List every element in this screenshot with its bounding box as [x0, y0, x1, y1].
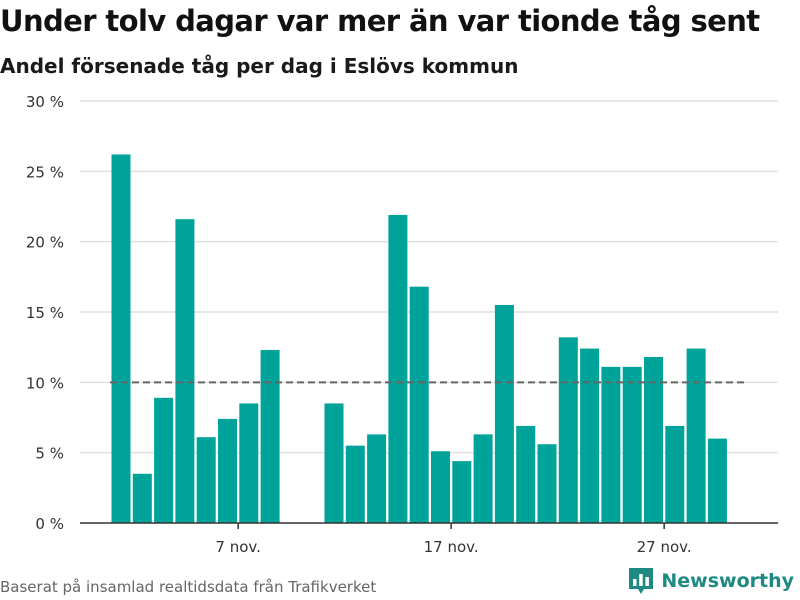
y-axis-tick-labels: 0 % 5 % 10 % 15 % 20 % 25 % 30 %: [26, 93, 64, 533]
bar: [367, 434, 387, 523]
gridlines: [80, 100, 778, 454]
bar: [388, 214, 408, 523]
bar: [516, 425, 536, 523]
y-tick-label: 30 %: [26, 93, 64, 111]
x-axis-tick-labels: 7 nov. 17 nov. 27 nov.: [215, 538, 691, 556]
bar: [644, 357, 663, 523]
bar: [260, 349, 280, 523]
bar: [345, 445, 365, 523]
bar: [175, 219, 195, 523]
bar: [473, 434, 493, 523]
bar: [239, 403, 259, 523]
bars: [111, 154, 727, 523]
chart-title: Under tolv dagar var mer än var tionde t…: [0, 4, 760, 38]
bar: [686, 348, 706, 523]
bar: [707, 438, 727, 523]
bar: [431, 451, 450, 523]
bar: [537, 444, 557, 523]
bar: [622, 366, 642, 523]
bar: [409, 286, 429, 523]
bar: [452, 461, 472, 523]
bar: [132, 473, 152, 523]
bar: [196, 437, 216, 523]
y-tick-label: 20 %: [26, 234, 64, 252]
bar: [324, 403, 344, 523]
y-tick-label: 15 %: [26, 304, 64, 322]
bar-chart-logo-icon: [629, 568, 654, 594]
bar: [580, 348, 600, 523]
bar: [665, 425, 685, 523]
brand-logo: Newsworthy: [629, 568, 794, 594]
y-tick-label: 0 %: [35, 515, 64, 533]
y-tick-label: 10 %: [26, 374, 64, 392]
y-tick-label: 25 %: [26, 163, 64, 181]
bar: [601, 366, 621, 523]
brand-name: Newsworthy: [661, 570, 794, 592]
x-tick-label: 7 nov.: [215, 538, 260, 556]
chart-subtitle: Andel försenade tåg per dag i Eslövs kom…: [0, 54, 519, 78]
bar: [218, 418, 237, 523]
bar: [558, 337, 578, 523]
y-tick-label: 5 %: [35, 445, 64, 463]
bar: [154, 397, 174, 523]
x-tick-label: 27 nov.: [637, 538, 692, 556]
x-tick-label: 17 nov.: [424, 538, 479, 556]
source-note: Baserat på insamlad realtidsdata från Tr…: [0, 578, 377, 596]
bar: [111, 154, 131, 523]
bar: [494, 304, 514, 523]
x-axis: [80, 522, 778, 529]
